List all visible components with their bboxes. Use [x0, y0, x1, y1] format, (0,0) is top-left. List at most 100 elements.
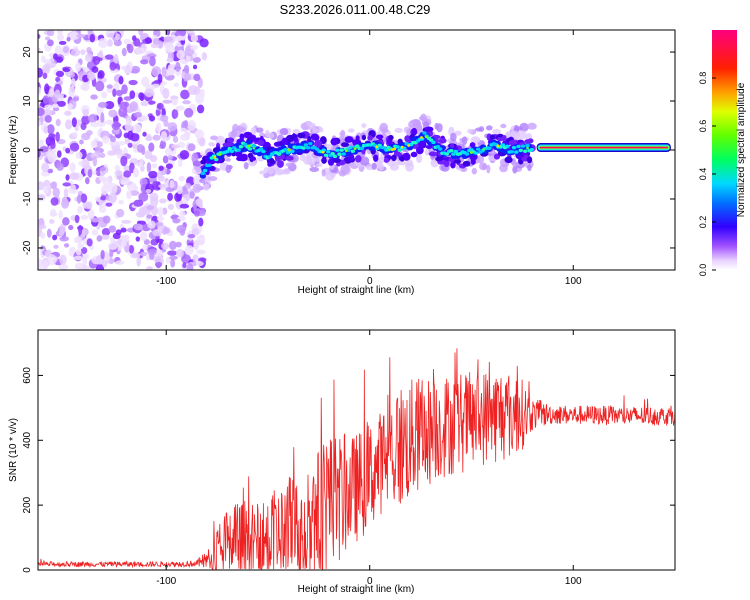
signal-body — [526, 156, 533, 164]
noise-blob — [186, 30, 194, 34]
signal-core — [422, 131, 427, 135]
noise-blob — [136, 143, 144, 153]
noise-blob — [138, 92, 145, 100]
noise-blob — [162, 155, 169, 164]
noise-blob — [149, 192, 159, 202]
noise-blob — [86, 46, 92, 54]
noise-blob — [95, 80, 105, 92]
noise-blob — [136, 162, 143, 167]
signal-body — [438, 137, 447, 144]
signal-core — [326, 149, 331, 154]
signal-halo — [203, 183, 210, 191]
noise-blob — [161, 242, 170, 250]
signal-body — [425, 144, 433, 150]
signal-core — [523, 149, 528, 153]
noise-blob — [165, 186, 175, 192]
noise-blob — [68, 225, 74, 231]
signal-core — [520, 144, 526, 148]
noise-blob — [108, 140, 119, 147]
signal-body — [493, 153, 501, 160]
noise-blob — [46, 124, 55, 135]
noise-blob — [62, 217, 70, 226]
noise-blob — [38, 34, 41, 39]
noise-blob — [54, 89, 61, 96]
signal-peak — [252, 146, 256, 150]
noise-blob — [176, 248, 184, 258]
noise-blob — [81, 253, 90, 259]
noise-blob — [74, 125, 79, 132]
signal-halo — [264, 129, 270, 138]
noise-blob — [156, 238, 164, 243]
noise-blob — [48, 88, 55, 98]
signal-peak — [287, 148, 291, 152]
noise-blob — [100, 112, 105, 123]
noise-blob — [38, 47, 41, 53]
noise-blob — [149, 55, 156, 67]
signal-core-outer — [199, 173, 207, 179]
signal-core — [359, 146, 364, 151]
signal-core — [267, 154, 273, 159]
signal-core — [334, 148, 340, 152]
signal-body — [231, 152, 236, 157]
noise-blob — [157, 171, 162, 180]
signal-body — [354, 155, 362, 163]
noise-blob — [106, 84, 113, 89]
noise-blob — [45, 63, 50, 72]
noise-blob — [90, 121, 100, 128]
noise-blob — [166, 57, 174, 63]
noise-blob — [38, 193, 46, 202]
signal-halo — [376, 157, 387, 164]
noise-blob — [41, 162, 50, 173]
signal-core — [303, 143, 309, 147]
noise-blob — [44, 104, 53, 110]
noise-blob — [185, 195, 191, 201]
signal-halo — [225, 164, 232, 174]
noise-blob — [105, 119, 114, 126]
noise-blob — [98, 101, 108, 108]
signal-body — [336, 162, 341, 167]
noise-blob — [109, 61, 117, 71]
colorbar-tick-label: 0.2 — [698, 216, 708, 229]
signal-halo — [454, 130, 462, 136]
signal-body — [257, 139, 265, 146]
noise-blob — [172, 218, 181, 224]
noise-blob — [73, 255, 83, 261]
noise-blob — [80, 84, 88, 91]
noise-blob — [193, 209, 200, 217]
signal-core — [305, 146, 311, 150]
signal-core — [341, 152, 347, 156]
noise-blob — [66, 36, 71, 42]
noise-blob — [179, 30, 187, 37]
signal-peak — [344, 149, 348, 153]
noise-blob — [61, 198, 70, 209]
noise-blob — [105, 202, 113, 207]
noise-blob — [192, 56, 201, 63]
noise-blob — [101, 91, 108, 99]
noise-blob — [196, 104, 205, 114]
noise-blob — [189, 190, 195, 199]
snr-x-tick-label: 0 — [367, 576, 373, 587]
signal-body — [361, 134, 367, 141]
noise-blob — [159, 198, 167, 204]
noise-blob — [109, 135, 116, 143]
noise-blob — [119, 101, 128, 111]
noise-blob — [123, 65, 132, 75]
signal-body — [391, 154, 397, 162]
signal-body — [226, 137, 235, 143]
noise-blob — [87, 168, 93, 178]
signal-core — [518, 148, 523, 153]
signal-halo — [405, 159, 414, 167]
noise-blob — [167, 192, 173, 202]
signal-body — [235, 151, 243, 158]
noise-blob — [62, 67, 71, 73]
signal-body — [238, 155, 248, 162]
signal-halo — [527, 122, 537, 130]
noise-blob — [198, 257, 207, 263]
noise-blob — [86, 238, 93, 247]
noise-blob — [123, 165, 131, 172]
noise-blob — [175, 105, 185, 111]
noise-blob — [40, 171, 51, 177]
noise-blob — [112, 88, 117, 97]
noise-blob — [146, 214, 153, 219]
noise-blob — [46, 30, 55, 37]
